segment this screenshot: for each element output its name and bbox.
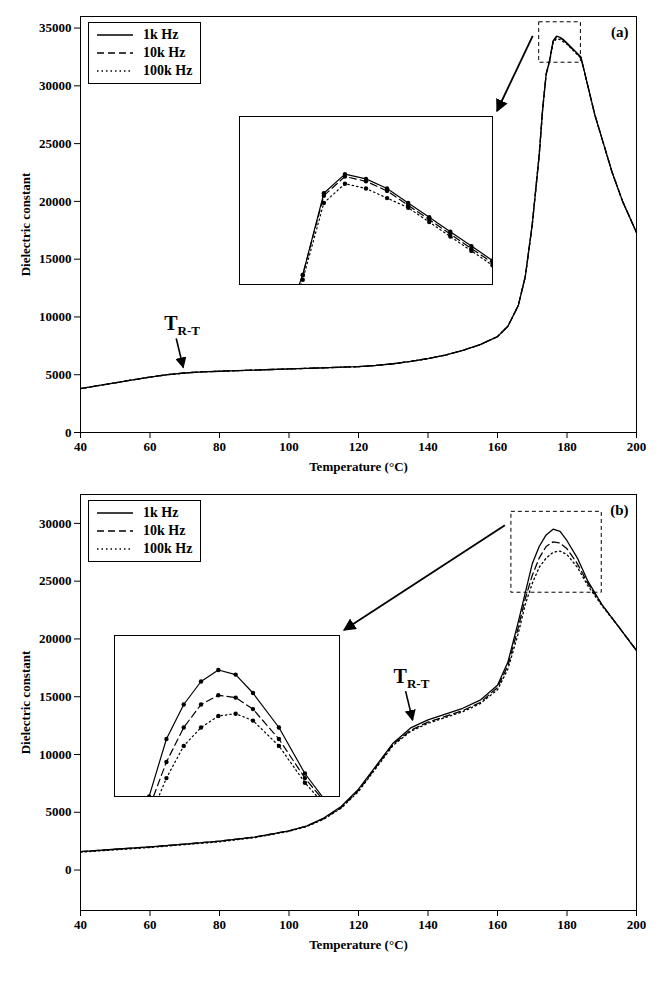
html-text:1k Hz: 1k Hz: [143, 505, 179, 520]
html-text:1k Hz: 1k Hz: [143, 27, 179, 42]
svg-text:5000: 5000: [46, 804, 72, 819]
svg-text:Temperature (°C): Temperature (°C): [309, 937, 408, 952]
svg-text:10000: 10000: [39, 309, 72, 324]
svg-text:5000: 5000: [46, 367, 72, 382]
svg-text:140: 140: [418, 917, 438, 932]
svg-text:20000: 20000: [39, 631, 72, 646]
svg-text:80: 80: [213, 439, 226, 454]
svg-text:Temperature (°C): Temperature (°C): [309, 459, 408, 474]
svg-text:120: 120: [349, 917, 369, 932]
svg-text:120: 120: [349, 439, 369, 454]
svg-text:30000: 30000: [39, 516, 72, 531]
svg-text:80: 80: [213, 917, 226, 932]
svg-text:20000: 20000: [39, 194, 72, 209]
svg-text:30000: 30000: [39, 78, 72, 93]
svg-text:160: 160: [488, 917, 508, 932]
svg-text:200: 200: [627, 439, 647, 454]
svg-text:10000: 10000: [39, 747, 72, 762]
svg-text:40: 40: [74, 917, 87, 932]
svg-text:60: 60: [144, 439, 157, 454]
svg-text:25000: 25000: [39, 573, 72, 588]
svg-text:(a): (a): [611, 24, 629, 41]
html-text:10k Hz: 10k Hz: [143, 523, 186, 538]
svg-text:100: 100: [279, 439, 299, 454]
svg-text:0: 0: [65, 862, 72, 877]
svg-text:TR-T: TR-T: [164, 312, 200, 338]
html-text:100k Hz: 100k Hz: [143, 63, 193, 78]
svg-text:25000: 25000: [39, 136, 72, 151]
svg-text:180: 180: [557, 917, 577, 932]
svg-text:TR-T: TR-T: [394, 665, 430, 691]
svg-text:40: 40: [74, 439, 87, 454]
svg-text:60: 60: [144, 917, 157, 932]
svg-text:0: 0: [65, 425, 72, 440]
svg-text:160: 160: [488, 439, 508, 454]
html-text:100k Hz: 100k Hz: [143, 541, 193, 556]
svg-text:15000: 15000: [39, 251, 72, 266]
svg-text:140: 140: [418, 439, 438, 454]
svg-text:180: 180: [557, 439, 577, 454]
svg-text:15000: 15000: [39, 689, 72, 704]
svg-text:100: 100: [279, 917, 299, 932]
svg-text:35000: 35000: [39, 20, 72, 35]
svg-text:Dielectric constant: Dielectric constant: [18, 650, 33, 754]
svg-text:(b): (b): [610, 502, 628, 519]
svg-text:Dielectric constant: Dielectric constant: [18, 172, 33, 276]
html-text:10k Hz: 10k Hz: [143, 45, 186, 60]
svg-text:200: 200: [627, 917, 647, 932]
